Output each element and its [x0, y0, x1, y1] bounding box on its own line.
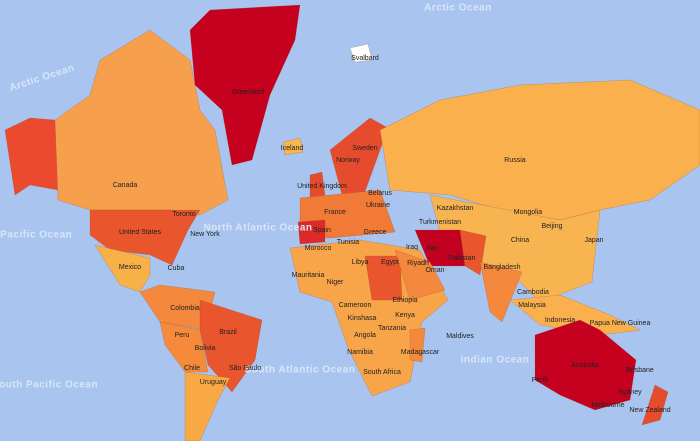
india [479, 261, 523, 323]
place-label: Uruguay [200, 379, 227, 386]
sudan-chad [364, 255, 403, 301]
place-label: South Africa [363, 369, 401, 376]
place-label: Peru [175, 332, 190, 339]
place-label: Ethiopia [392, 297, 417, 304]
place-label: Cambodia [517, 289, 549, 296]
ocean-label: North Pacific Ocean [0, 230, 72, 241]
svalbard [349, 43, 373, 63]
pakistan [459, 229, 487, 276]
place-label: Morocco [305, 245, 332, 252]
southeast-asia [509, 294, 641, 336]
place-label: Tunisia [337, 239, 359, 246]
brazil [199, 299, 263, 393]
place-label: Chile [184, 365, 200, 372]
place-label: Sydney [618, 389, 642, 396]
place-label: Maldives [446, 333, 474, 340]
uk [309, 171, 326, 199]
place-label: Malaysia [518, 302, 546, 309]
ocean-label: Arctic Ocean [8, 62, 76, 93]
place-label: Mexico [119, 264, 141, 271]
place-label: Colombia [170, 305, 200, 312]
place-label: Belarus [368, 190, 392, 197]
place-label: Mongolia [514, 209, 543, 216]
place-label: Beijing [541, 223, 562, 230]
place-label: Libya [352, 259, 369, 266]
place-label: Greenland [232, 89, 265, 96]
place-label: Madagascar [401, 349, 440, 356]
place-label: Tanzania [378, 325, 406, 332]
place-label: Brisbane [626, 367, 654, 374]
place-label: Indonesia [545, 317, 575, 324]
ocean-label: North Atlantic Ocean [203, 223, 312, 234]
arabia [394, 249, 446, 301]
place-label: Australia [571, 362, 598, 369]
place-label: United States [119, 229, 162, 236]
place-label: Perth [532, 377, 549, 384]
place-label: Brazil [219, 329, 237, 336]
place-label: Cameroon [339, 302, 372, 309]
usa [89, 209, 201, 266]
ocean-label: South Pacific Ocean [0, 380, 98, 391]
ocean-label: South Atlantic Ocean [245, 365, 356, 376]
place-label: Iraq [406, 244, 418, 251]
place-label: Egypt [381, 259, 399, 266]
place-label: Mauritania [292, 272, 325, 279]
place-label: Japan [584, 237, 603, 244]
place-label: Ukraine [366, 202, 390, 209]
place-label: Bolivia [195, 345, 216, 352]
place-label: Bangladesh [484, 264, 521, 271]
place-label: Angola [354, 332, 376, 339]
iceland [282, 137, 304, 156]
greenland [189, 4, 301, 166]
australia [534, 319, 637, 411]
place-label: Kinshasa [348, 315, 377, 322]
land [4, 4, 700, 441]
madagascar [409, 327, 426, 363]
new-zealand [641, 384, 669, 426]
ocean-label: Arctic Ocean [424, 3, 492, 14]
place-label: Kazakhstan [437, 205, 474, 212]
place-label: Spain [313, 227, 331, 234]
place-label: Greece [364, 229, 387, 236]
place-label: New Zealand [629, 407, 670, 414]
place-label: Iceland [281, 145, 304, 152]
place-label: São Paulo [229, 365, 261, 372]
southern-cone [184, 371, 231, 441]
place-label: Iran [426, 245, 438, 252]
place-label: Melbourne [591, 402, 624, 409]
place-label: Toronto [172, 211, 195, 218]
place-label: Turkmenistan [419, 219, 461, 226]
place-label: Norway [336, 157, 360, 164]
place-label: China [511, 237, 529, 244]
iberia [297, 219, 326, 245]
place-label: Canada [113, 182, 138, 189]
place-label: Sweden [352, 145, 377, 152]
ocean-label: Indian Ocean [461, 355, 530, 366]
place-label: Svalbard [351, 55, 379, 62]
place-label: Cuba [168, 265, 185, 272]
place-label: Pakistan [449, 255, 476, 262]
place-label: New York [190, 231, 220, 238]
place-label: Oman [425, 267, 444, 274]
place-label: Riyadh [407, 260, 429, 267]
mexico [94, 244, 151, 293]
place-label: Niger [327, 279, 344, 286]
place-label: Papua New Guinea [590, 320, 651, 327]
place-label: France [324, 209, 346, 216]
scandinavia [329, 117, 389, 201]
russia [379, 79, 700, 221]
place-label: Kenya [395, 312, 415, 319]
place-label: Namibia [347, 349, 373, 356]
place-label: Russia [504, 157, 526, 164]
peru-bolivia [159, 321, 209, 373]
alaska [4, 117, 59, 196]
place-label: United Kingdom [297, 183, 347, 190]
